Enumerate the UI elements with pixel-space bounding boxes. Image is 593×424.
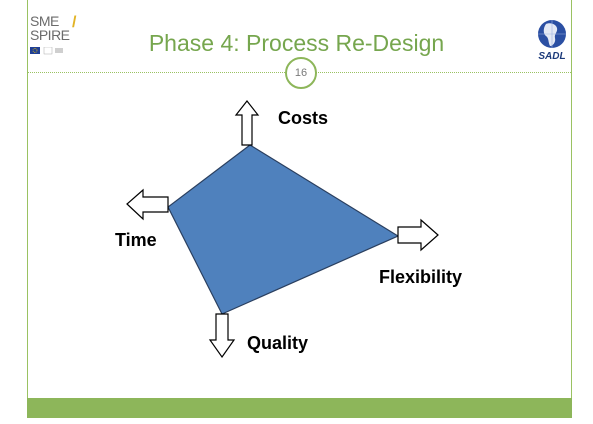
label-quality: Quality	[247, 333, 308, 353]
label-costs: Costs	[278, 108, 328, 128]
arrow-down-icon	[210, 314, 234, 357]
label-time: Time	[115, 230, 157, 250]
arrow-right-icon	[398, 220, 438, 250]
performance-quadrilateral	[168, 145, 398, 314]
arrow-up-icon	[236, 101, 258, 145]
arrow-left-icon	[127, 190, 168, 219]
label-flexibility: Flexibility	[379, 267, 462, 287]
